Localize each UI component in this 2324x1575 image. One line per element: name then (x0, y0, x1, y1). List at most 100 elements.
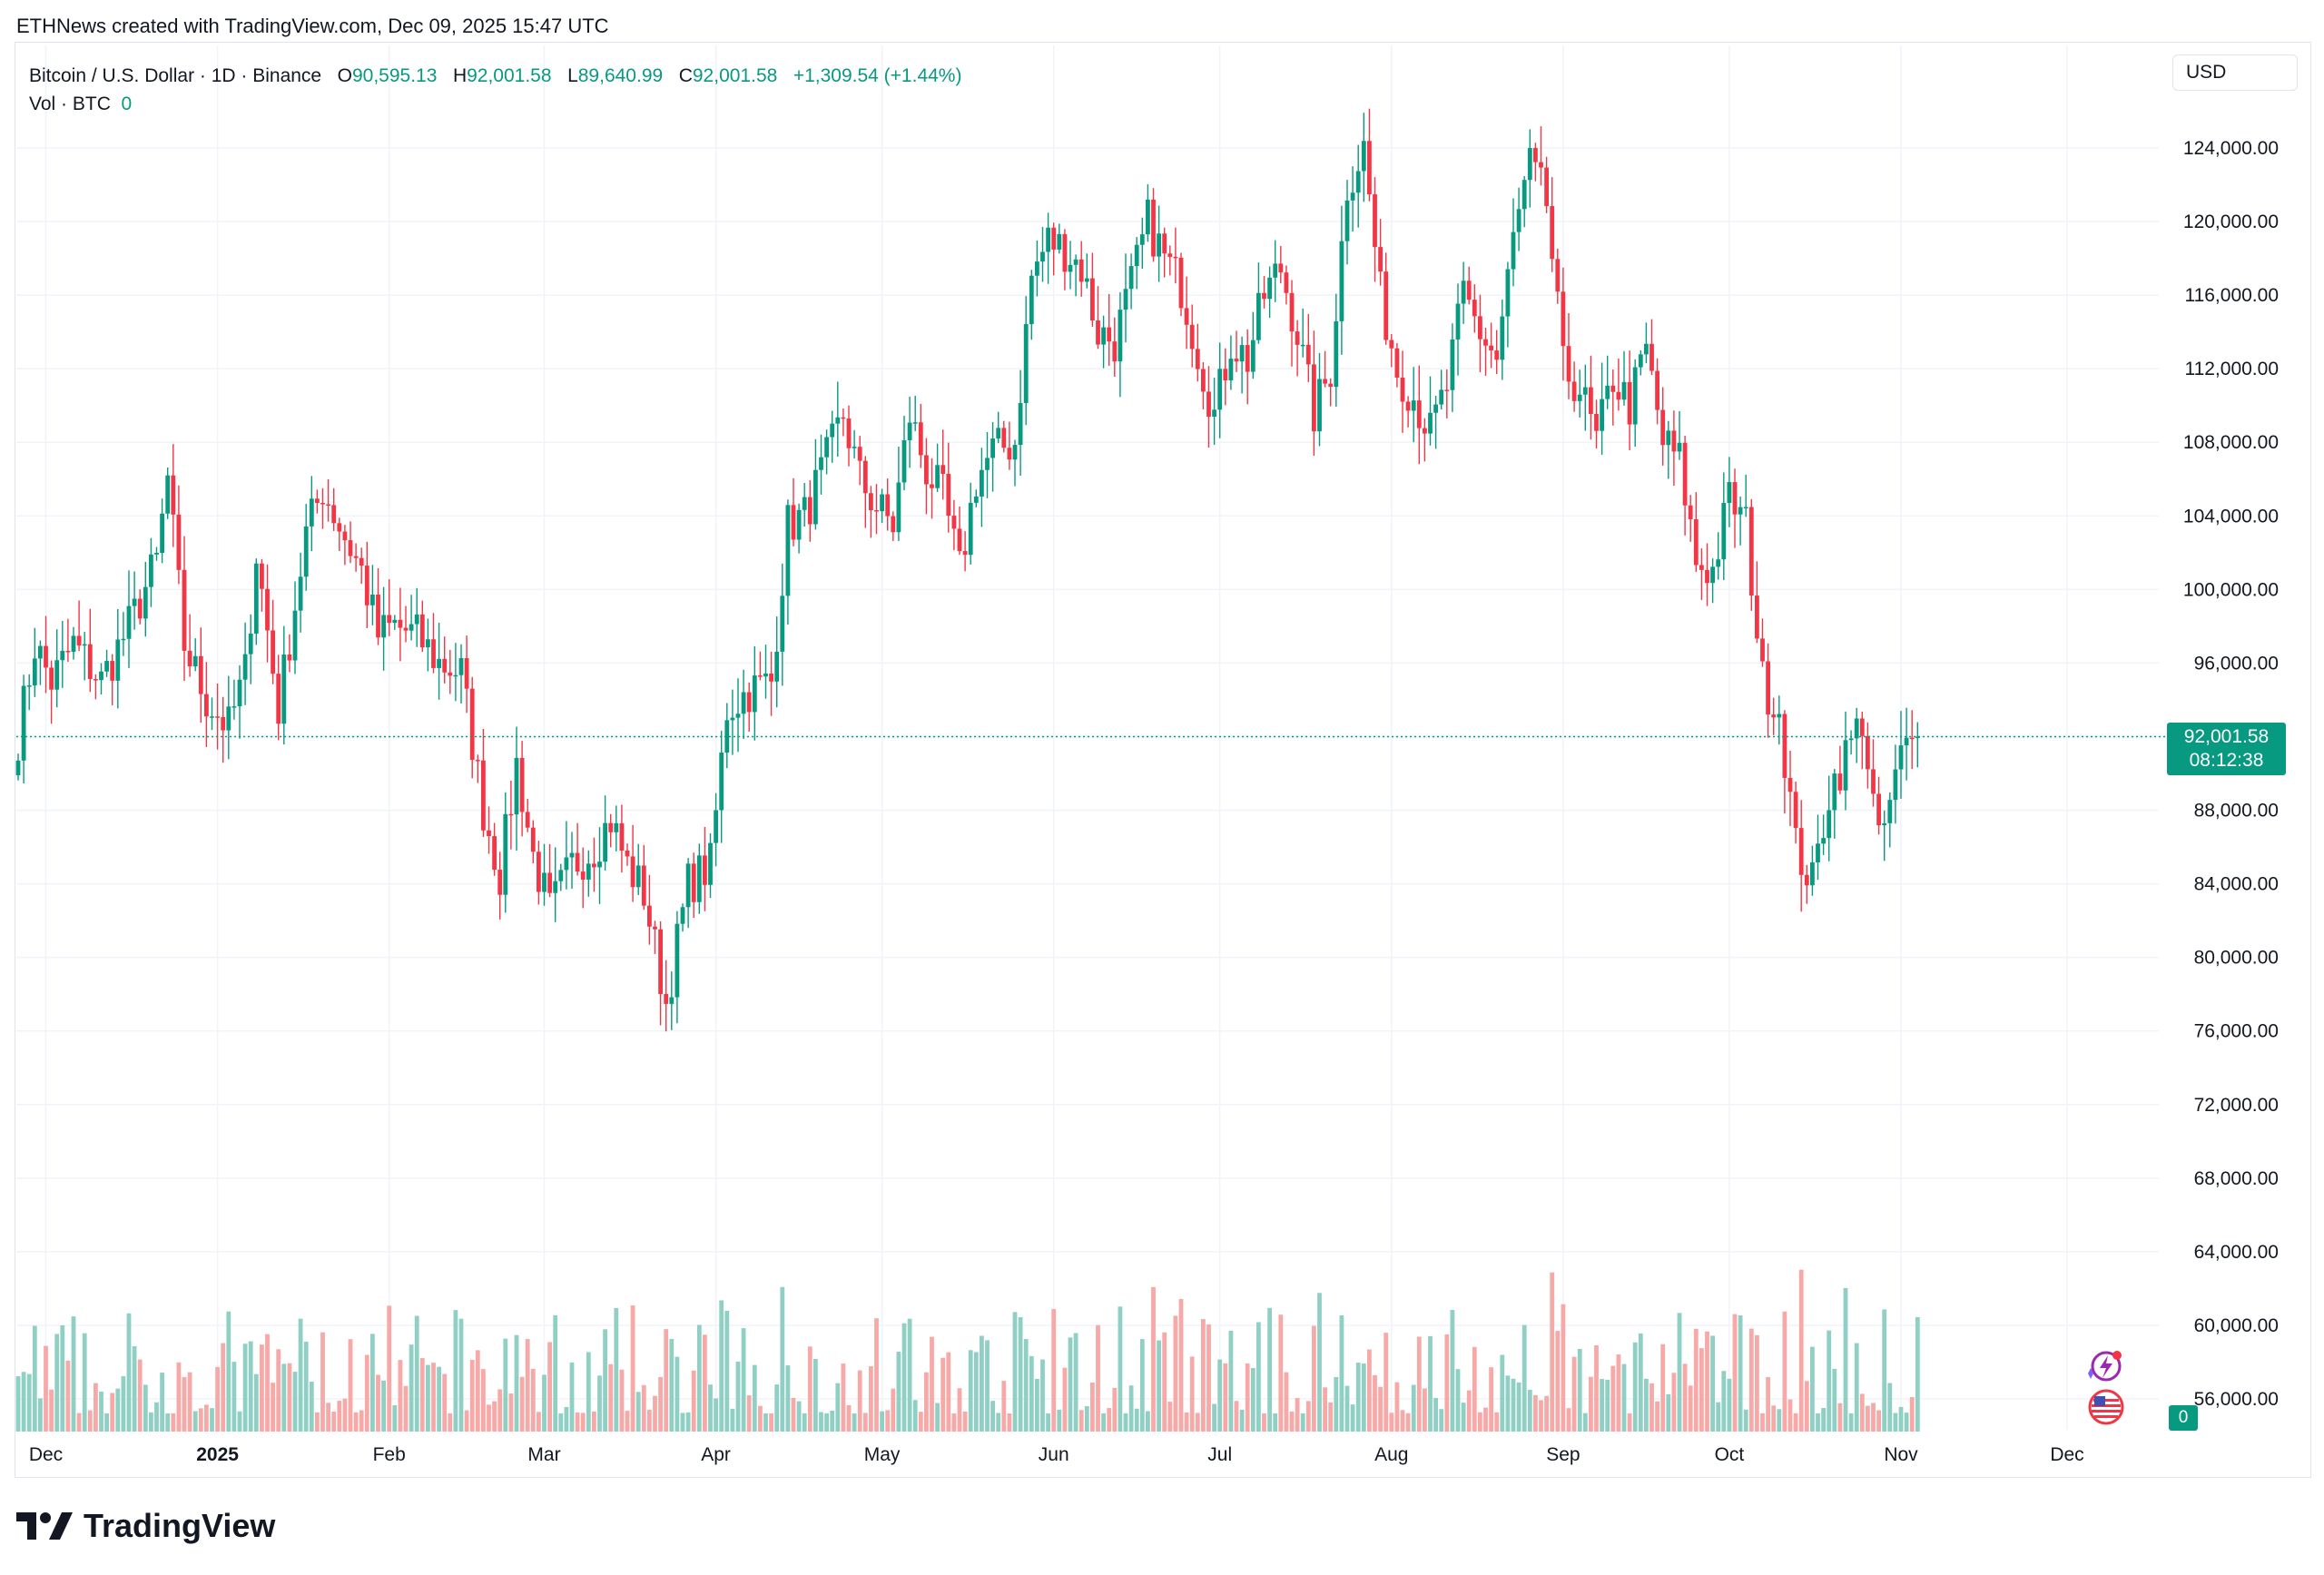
candle-body (1539, 162, 1543, 168)
candle-body (370, 594, 375, 605)
volume-bar (503, 1338, 508, 1432)
volume-bar (1904, 1413, 1909, 1432)
candle-body (1118, 310, 1123, 362)
volume-bar (1627, 1413, 1632, 1432)
volume-bar (1090, 1382, 1095, 1432)
volume-bar (1433, 1397, 1438, 1432)
candle-body (1671, 430, 1677, 452)
volume-bar (619, 1369, 625, 1432)
candle-body (1909, 737, 1915, 740)
volume-bar (1367, 1349, 1372, 1432)
volume-bar (1561, 1304, 1566, 1432)
candle-body (453, 674, 458, 677)
tradingview-brand[interactable]: TradingView (16, 1507, 275, 1545)
volume-bar (1084, 1406, 1089, 1432)
us-flag-icon[interactable] (2088, 1389, 2124, 1425)
candle-body (215, 716, 220, 718)
candle-body (44, 645, 48, 668)
candle-body (1898, 745, 1904, 770)
candle-body (154, 553, 159, 555)
volume-bar (1571, 1356, 1577, 1432)
candlestick-chart[interactable]: 124,000.00 120,000.00 116,000.00 112,000.00… (0, 0, 2324, 1507)
volume-bar (824, 1413, 829, 1432)
volume-bar (409, 1344, 414, 1432)
candle-body (1915, 736, 1920, 739)
grid-lines (16, 45, 2159, 1430)
candle-body (1848, 738, 1854, 741)
candle-body (830, 423, 835, 438)
candle-body (149, 554, 153, 587)
candle-body (1146, 199, 1150, 235)
candle-body (419, 614, 425, 648)
candle-body (940, 465, 946, 474)
volume-bar (597, 1375, 602, 1432)
candle-body (1195, 349, 1200, 369)
volume-bar (469, 1360, 475, 1432)
volume-bar (1023, 1339, 1029, 1432)
candle-body (1693, 518, 1699, 566)
candle-body (824, 437, 829, 458)
volume-bar (968, 1350, 973, 1432)
currency-button[interactable]: USD (2172, 54, 2298, 91)
volume-bar (44, 1345, 48, 1432)
volume-bar (946, 1352, 951, 1432)
volume-bar (675, 1356, 680, 1432)
candle-body (1821, 838, 1826, 844)
candle-body (21, 685, 26, 761)
candle-body (298, 576, 303, 611)
volume-bar (1666, 1393, 1671, 1432)
volume-bar (1638, 1334, 1643, 1432)
symbol-label: Bitcoin / U.S. Dollar · 1D · Binance (29, 65, 322, 86)
volume-bar (730, 1408, 735, 1432)
candle-body (558, 870, 564, 881)
volume-bar (419, 1358, 425, 1432)
candle-body (165, 475, 171, 514)
volume-bar (1810, 1346, 1815, 1432)
volume-bar (248, 1341, 253, 1432)
candle-body (1589, 387, 1593, 414)
volume-bar (635, 1392, 641, 1432)
lightning-icon[interactable] (2084, 1348, 2124, 1388)
chart-panel[interactable] (15, 42, 2311, 1478)
candle-body (1866, 735, 1870, 770)
candle-body (1782, 714, 1787, 778)
candle-body (1466, 281, 1472, 300)
volume-bar (558, 1413, 564, 1432)
volume-bar (260, 1344, 264, 1432)
candle-body (409, 624, 414, 631)
volume-bar (281, 1363, 287, 1432)
candle-body (1893, 769, 1898, 801)
y-tick-label: 104,000.00 (2183, 506, 2279, 527)
volume-bar (614, 1307, 619, 1432)
volume-bar (1539, 1400, 1543, 1432)
candle-body (1012, 445, 1018, 460)
candle-body (126, 605, 132, 639)
volume-bar (1483, 1407, 1488, 1432)
volume-bar (1416, 1336, 1422, 1432)
candle-body (1239, 345, 1245, 362)
candle-body (1273, 263, 1278, 278)
last-price: 92,001.58 (2183, 726, 2270, 747)
volume-bar (1068, 1337, 1073, 1432)
volume-bar (1029, 1355, 1034, 1432)
volume-bar (852, 1413, 857, 1432)
volume-bar (1312, 1325, 1316, 1432)
volume-bar (431, 1363, 436, 1432)
candle-body (796, 509, 802, 540)
volume-bar (1040, 1359, 1045, 1432)
volume-bar (1716, 1402, 1721, 1432)
y-tick-label: 100,000.00 (2183, 579, 2279, 600)
candle-body (99, 671, 103, 681)
volume-bar (1472, 1346, 1477, 1432)
candle-body (1245, 345, 1250, 372)
candle-body (487, 830, 491, 837)
candle-body (752, 675, 757, 713)
candle-body (1151, 199, 1156, 257)
volume-bar (182, 1376, 187, 1432)
candle-body (82, 644, 87, 646)
candle-body (807, 497, 812, 525)
volume-bar (1256, 1322, 1261, 1432)
volume-bar (1195, 1413, 1200, 1432)
candle-body (874, 510, 879, 512)
volume-bar (1909, 1397, 1915, 1432)
